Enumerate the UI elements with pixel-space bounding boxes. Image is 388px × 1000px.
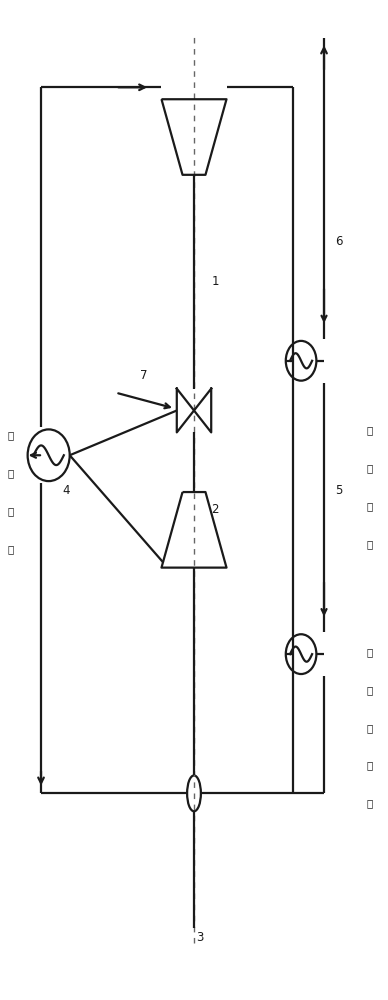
Text: 质: 质: [367, 647, 373, 657]
Text: 被: 被: [367, 798, 373, 808]
Text: 介: 介: [7, 506, 14, 516]
Text: 4: 4: [62, 484, 69, 497]
Text: 3: 3: [196, 931, 203, 944]
Text: 加: 加: [367, 761, 373, 771]
Text: 质: 质: [7, 544, 14, 554]
Text: 却: 却: [367, 463, 373, 473]
Text: 2: 2: [211, 503, 219, 516]
Text: 6: 6: [336, 235, 343, 248]
Text: 介: 介: [367, 685, 373, 695]
Text: 5: 5: [336, 484, 343, 497]
Text: 冷: 冷: [367, 425, 373, 435]
Text: 介: 介: [367, 501, 373, 511]
Text: 热: 热: [367, 723, 373, 733]
Text: 7: 7: [140, 369, 148, 382]
Text: 源: 源: [7, 468, 14, 478]
Text: 1: 1: [211, 275, 219, 288]
Text: 质: 质: [367, 539, 373, 549]
Text: 热: 热: [7, 430, 14, 440]
